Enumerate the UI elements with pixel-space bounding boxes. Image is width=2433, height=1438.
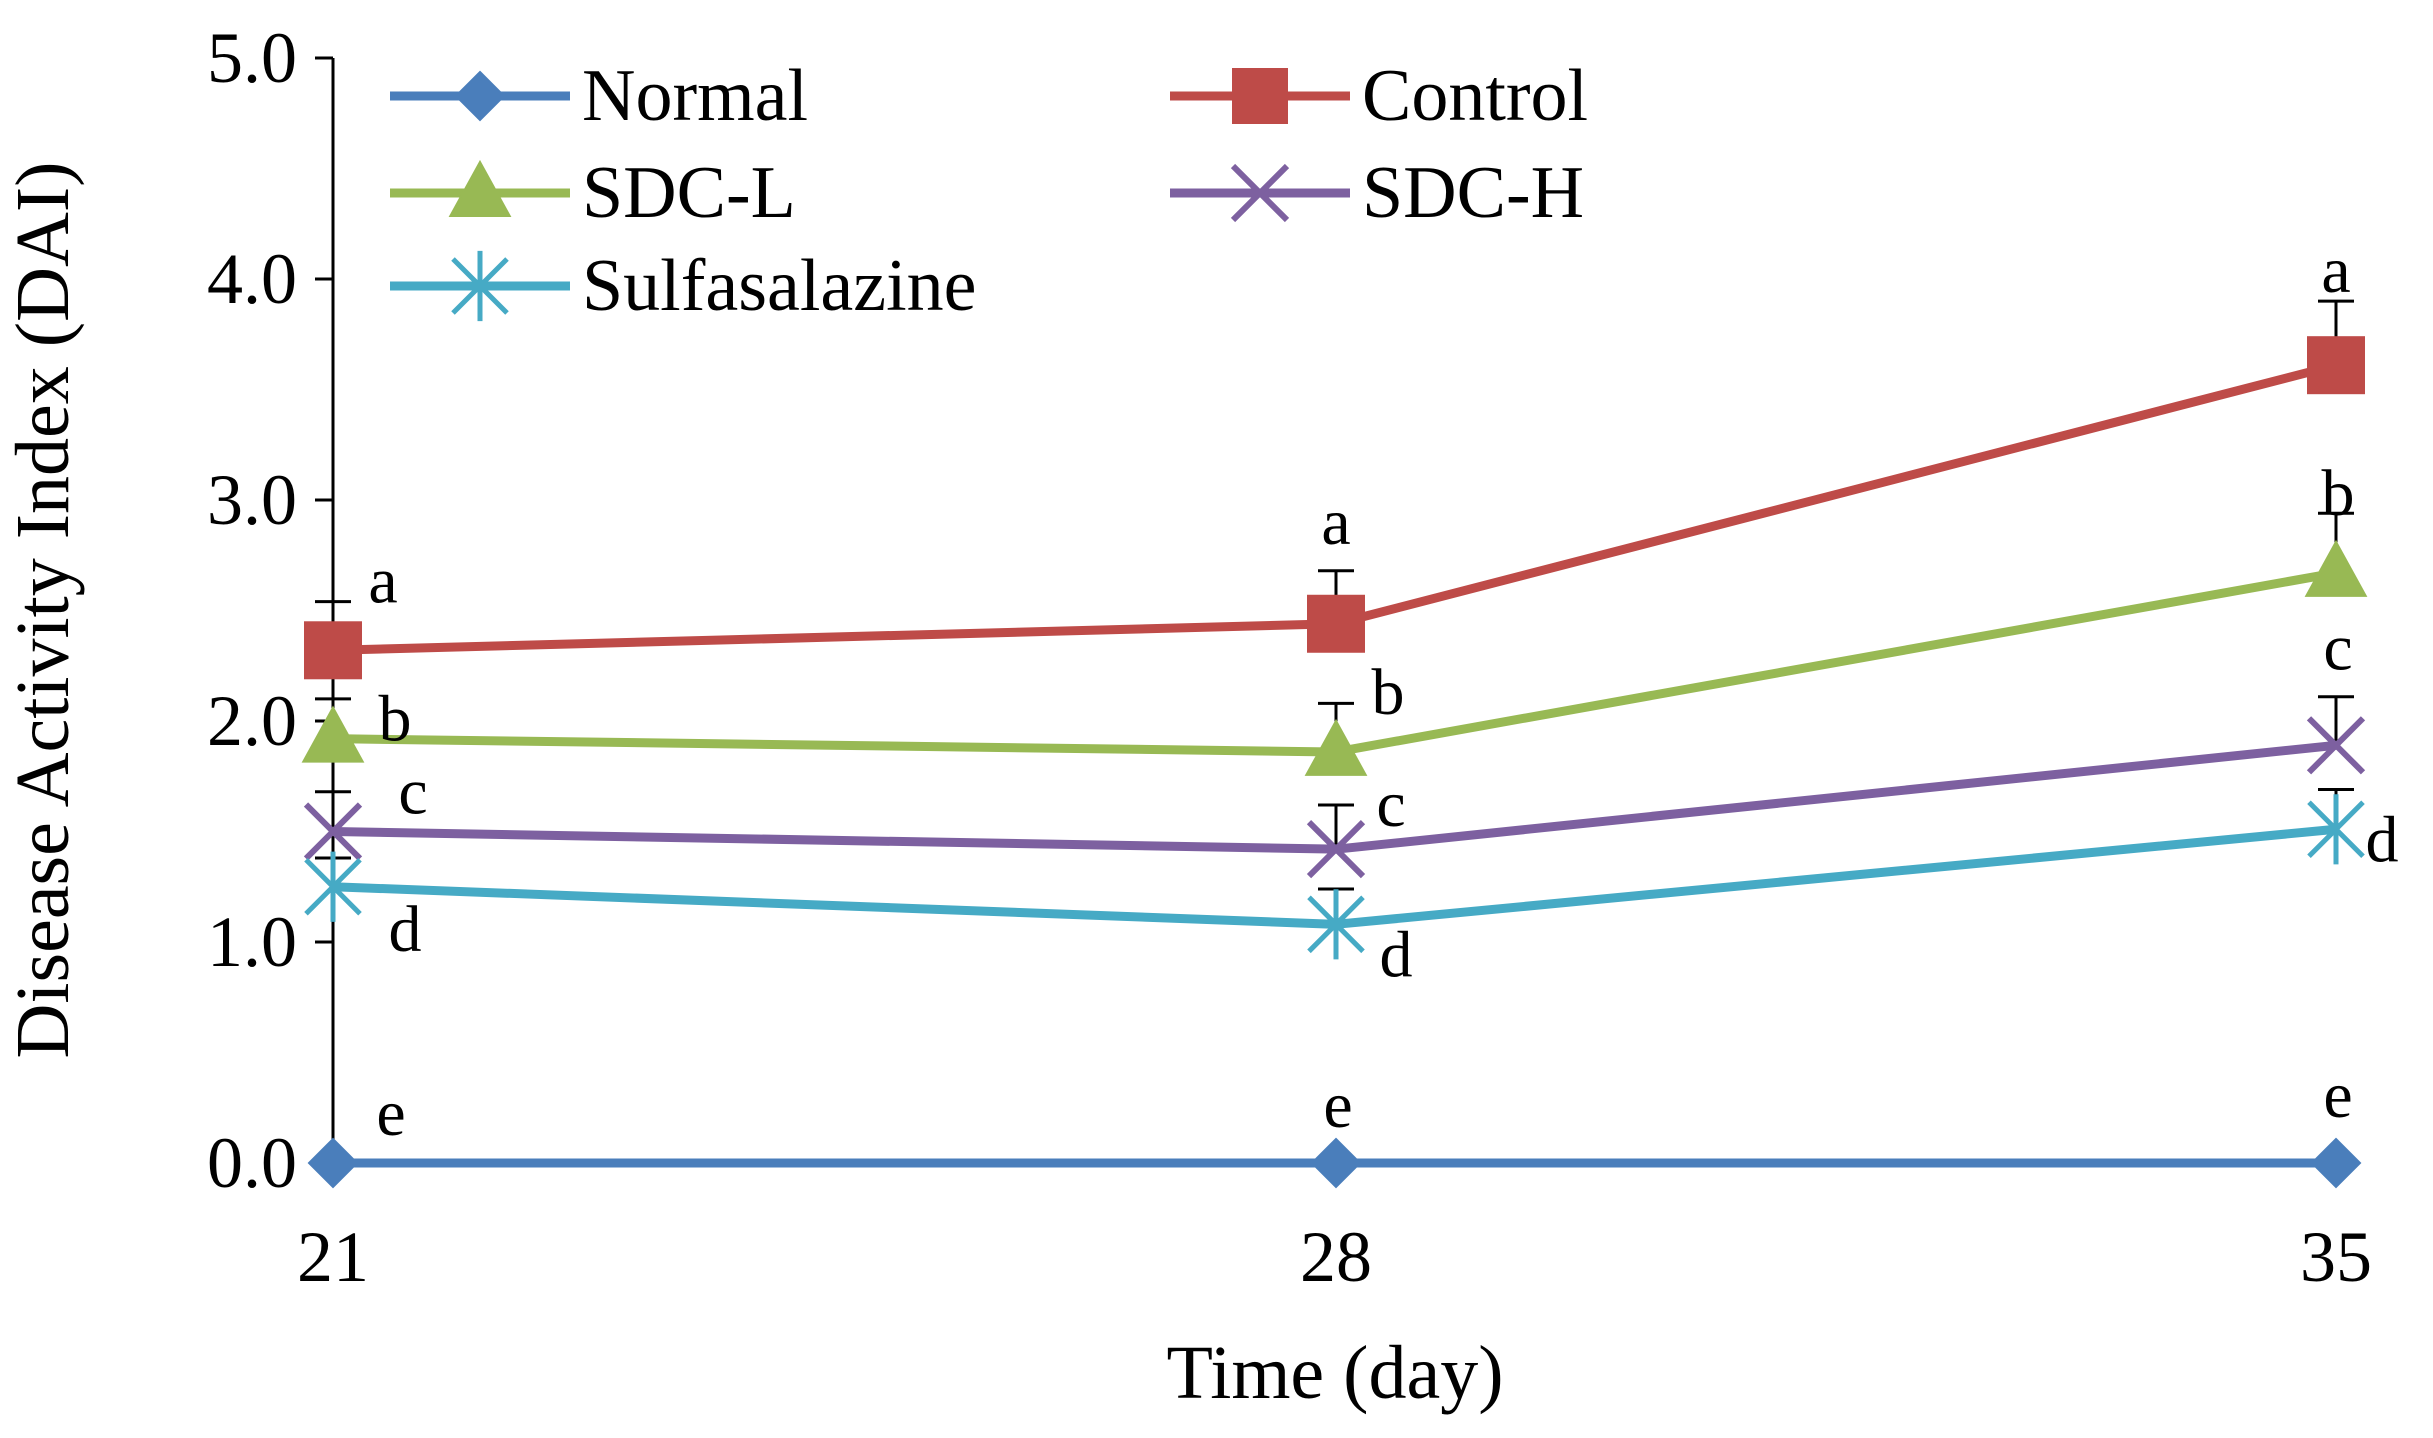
data-point-sdc-h-stroke	[1306, 820, 1366, 879]
significance-label: a	[1321, 486, 1350, 559]
data-point-normal-shape	[2310, 1137, 2362, 1189]
legend-label: Sulfasalazine	[582, 245, 977, 327]
legend-label: Control	[1362, 55, 1588, 137]
significance-label: e	[2323, 1059, 2352, 1132]
significance-label: a	[368, 544, 397, 617]
legend-item-sdc-h: SDC-H	[1170, 152, 1584, 234]
y-axis-title: Disease Activity Index (DAI)	[1, 162, 85, 1059]
data-point-normal	[307, 1137, 359, 1189]
data-point-normal-shape	[307, 1137, 359, 1189]
data-point-control	[2307, 336, 2365, 395]
legend-label: SDC-H	[1362, 152, 1584, 234]
data-point-sdc-h	[2306, 716, 2366, 775]
significance-label: c	[398, 756, 427, 829]
significance-label: d	[1380, 918, 1413, 991]
x-ticks: 21 28 35	[297, 1163, 2372, 1297]
data-point-sdc-l	[2304, 539, 2368, 597]
data-point-sdc-l	[301, 705, 365, 763]
legend-marker-shape	[1232, 68, 1288, 124]
data-point-normal-shape	[1310, 1137, 1362, 1189]
y-tick-label: 1.0	[207, 902, 297, 982]
data-point-sdc-h	[303, 802, 363, 861]
legend-item-sulfasalazine: Sulfasalazine	[390, 245, 977, 327]
y-ticks: 0.0 1.0 2.0 3.0 4.0 5.0	[207, 18, 333, 1203]
series-markers	[301, 336, 2368, 1189]
legend-marker-stroke	[1230, 163, 1290, 223]
data-point-sulfasalazine	[1307, 889, 1365, 960]
data-point-control-shape	[2307, 336, 2365, 395]
data-point-sdc-l	[1304, 718, 1368, 776]
significance-label: e	[376, 1077, 405, 1150]
x-tick-label: 21	[297, 1217, 369, 1297]
significance-label: b	[1372, 656, 1405, 729]
y-tick-label: 4.0	[207, 239, 297, 319]
data-point-normal	[1310, 1137, 1362, 1189]
data-point-control-shape	[1307, 594, 1365, 653]
legend-marker-shape	[448, 159, 512, 217]
significance-label: c	[2323, 611, 2352, 684]
legend-label: SDC-L	[582, 152, 796, 234]
significance-label: e	[1323, 1069, 1352, 1142]
data-point-sulfasalazine	[2307, 794, 2365, 865]
data-point-sdc-l-shape	[2304, 539, 2368, 597]
legend-item-sdc-l: SDC-L	[390, 152, 796, 234]
significance-label: a	[2321, 234, 2350, 307]
data-point-sdc-h	[1306, 820, 1366, 879]
data-point-sdc-h-stroke	[2306, 716, 2366, 775]
data-point-control	[1307, 594, 1365, 653]
legend-marker	[448, 159, 512, 217]
x-tick-label: 28	[1300, 1217, 1372, 1297]
legend-label: Normal	[582, 55, 808, 137]
data-point-normal	[2310, 1137, 2362, 1189]
data-point-control	[304, 621, 362, 680]
significance-label: d	[389, 893, 422, 966]
data-point-sdc-l-shape	[301, 705, 365, 763]
legend-marker	[1230, 163, 1290, 223]
legend-marker	[451, 250, 509, 322]
y-tick-label: 0.0	[207, 1123, 297, 1203]
legend-item-normal: Normal	[390, 55, 808, 137]
significance-label: c	[1376, 768, 1405, 841]
significance-label: b	[379, 683, 412, 756]
data-point-sdc-h-stroke	[303, 802, 363, 861]
significance-label: b	[2322, 457, 2355, 530]
y-tick-label: 5.0	[207, 18, 297, 98]
y-tick-label: 3.0	[207, 460, 297, 540]
legend-item-control: Control	[1170, 55, 1588, 137]
legend-marker	[1232, 68, 1288, 124]
data-point-sdc-l-shape	[1304, 718, 1368, 776]
legend: Normal Control SDC-L SDC-H Sulfasalazine	[390, 55, 1588, 327]
significance-label: d	[2366, 803, 2399, 876]
y-tick-label: 2.0	[207, 681, 297, 761]
x-axis-title: Time (day)	[1166, 1331, 1503, 1415]
data-point-sulfasalazine	[304, 851, 362, 922]
legend-marker-shape	[454, 70, 506, 122]
x-tick-label: 35	[2300, 1217, 2372, 1297]
legend-marker	[454, 70, 506, 122]
data-point-control-shape	[304, 621, 362, 680]
